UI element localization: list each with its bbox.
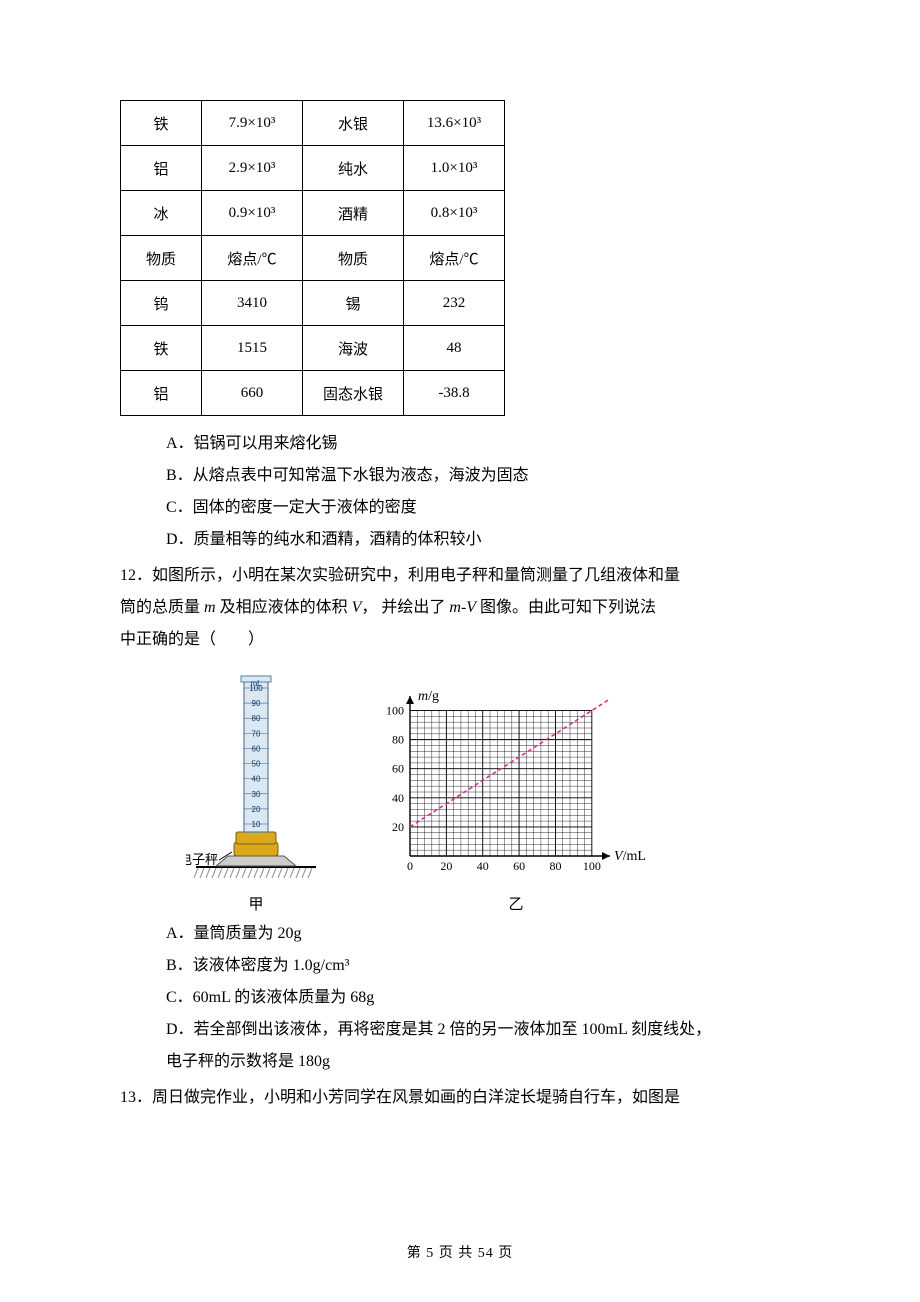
svg-text:m/g: m/g — [418, 689, 439, 704]
figure-label-jia: 甲 — [186, 893, 326, 914]
svg-text:40: 40 — [392, 791, 404, 805]
table-cell: 酒精 — [303, 191, 404, 236]
svg-text:V/mL: V/mL — [614, 849, 646, 864]
svg-text:20: 20 — [252, 805, 261, 814]
svg-text:100: 100 — [583, 859, 601, 873]
table-cell: 物质 — [303, 236, 404, 281]
svg-text:60: 60 — [252, 744, 261, 753]
q11-option-d: D．质量相等的纯水和酒精，酒精的体积较小 — [166, 524, 800, 556]
mv-chart: 0 20 40 60 80 100 20 40 60 80 100 m/g V/mL — [366, 676, 666, 886]
q11-option-c: C．固体的密度一定大于液体的密度 — [166, 492, 800, 524]
table-cell: 固态水银 — [303, 371, 404, 416]
svg-text:30: 30 — [252, 790, 261, 799]
q12-stem-line2: 筒的总质量 m 及相应液体的体积 V， 并绘出了 m-V 图像。由此可知下列说法 — [120, 592, 800, 624]
svg-text:70: 70 — [252, 729, 261, 738]
table-cell: 冰 — [121, 191, 202, 236]
page-number: 第 5 页 共 54 页 — [0, 1242, 920, 1262]
svg-text:80: 80 — [252, 714, 261, 723]
svg-text:20: 20 — [392, 820, 404, 834]
graduated-cylinder-figure: 100908070605040302010mL电子秤 — [186, 666, 326, 886]
q11-option-a: A．铝锅可以用来熔化锡 — [166, 428, 800, 460]
table-cell: 660 — [202, 371, 303, 416]
table-cell: 熔点/℃ — [404, 236, 505, 281]
table-cell: 物质 — [121, 236, 202, 281]
table-cell: 1.0×10³ — [404, 146, 505, 191]
svg-text:50: 50 — [252, 760, 261, 769]
svg-text:80: 80 — [549, 859, 561, 873]
svg-text:60: 60 — [513, 859, 525, 873]
q12-option-d-line2: 电子秤的示数将是 180g — [166, 1046, 800, 1078]
table-cell: 3410 — [202, 281, 303, 326]
table-cell: 0.8×10³ — [404, 191, 505, 236]
table-cell: 熔点/℃ — [202, 236, 303, 281]
svg-text:mL: mL — [250, 679, 262, 688]
table-cell: 锡 — [303, 281, 404, 326]
svg-text:60: 60 — [392, 762, 404, 776]
table-cell: 铝 — [121, 146, 202, 191]
q12-option-c: C．60mL 的该液体质量为 68g — [166, 982, 800, 1014]
table-cell: 0.9×10³ — [202, 191, 303, 236]
svg-text:10: 10 — [252, 820, 261, 829]
table-cell: 铁 — [121, 101, 202, 146]
svg-text:0: 0 — [407, 859, 413, 873]
table-cell: 铁 — [121, 326, 202, 371]
table-cell: 海波 — [303, 326, 404, 371]
q12-stem-line3: 中正确的是（ ） — [120, 624, 800, 656]
table-cell: 纯水 — [303, 146, 404, 191]
table-cell: 1515 — [202, 326, 303, 371]
svg-text:90: 90 — [252, 699, 261, 708]
table-cell: 2.9×10³ — [202, 146, 303, 191]
figure-label-yi: 乙 — [366, 893, 666, 914]
svg-text:100: 100 — [386, 704, 404, 718]
svg-text:电子秤: 电子秤 — [186, 852, 218, 867]
q11-option-b: B．从熔点表中可知常温下水银为液态，海波为固态 — [166, 460, 800, 492]
table-cell: 13.6×10³ — [404, 101, 505, 146]
svg-text:20: 20 — [440, 859, 452, 873]
svg-text:80: 80 — [392, 733, 404, 747]
table-cell: 钨 — [121, 281, 202, 326]
table-cell: 48 — [404, 326, 505, 371]
q12-option-d-line1: D．若全部倒出该液体，再将密度是其 2 倍的另一液体加至 100mL 刻度线处， — [166, 1014, 800, 1046]
table-cell: 水银 — [303, 101, 404, 146]
svg-text:40: 40 — [477, 859, 489, 873]
q13-stem: 13．周日做完作业，小明和小芳同学在风景如画的白洋淀长堤骑自行车，如图是 — [120, 1082, 800, 1114]
density-melting-table: 铁7.9×10³水银13.6×10³铝2.9×10³纯水1.0×10³冰0.9×… — [120, 100, 505, 416]
q12-option-b: B．该液体密度为 1.0g/cm³ — [166, 950, 800, 982]
table-cell: -38.8 — [404, 371, 505, 416]
table-cell: 232 — [404, 281, 505, 326]
table-cell: 铝 — [121, 371, 202, 416]
q12-stem-line1: 12．如图所示，小明在某次实验研究中，利用电子秤和量筒测量了几组液体和量 — [120, 560, 800, 592]
q12-option-a: A．量筒质量为 20g — [166, 918, 800, 950]
svg-text:40: 40 — [252, 775, 261, 784]
table-cell: 7.9×10³ — [202, 101, 303, 146]
